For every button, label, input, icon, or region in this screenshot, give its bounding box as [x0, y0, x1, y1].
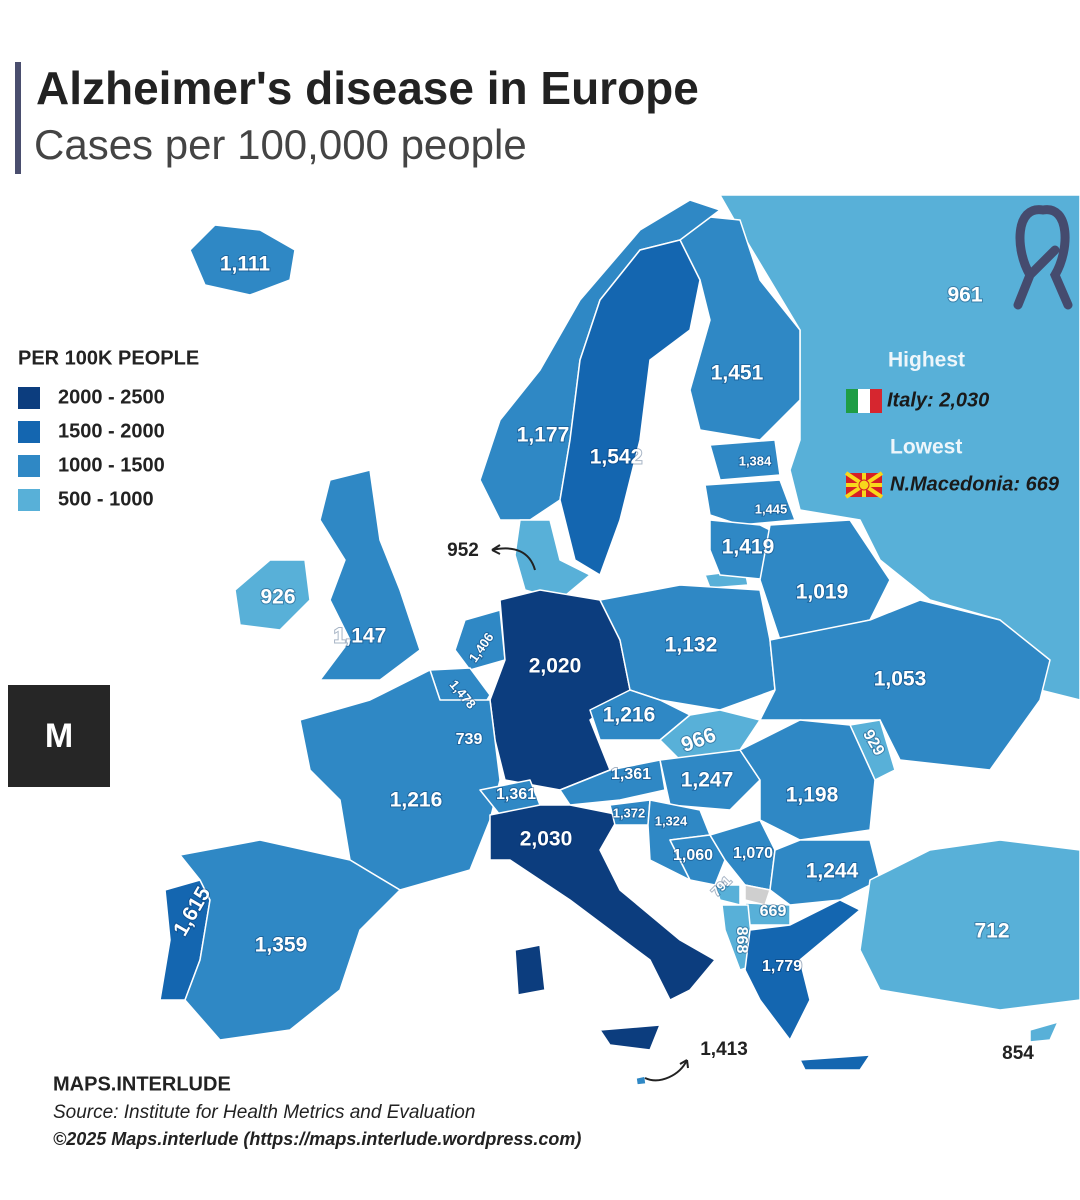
region-label: 1,413 — [700, 1039, 748, 1060]
lowest-label: N.Macedonia: 669 — [890, 473, 1060, 495]
region-label: 1,216 — [390, 789, 443, 812]
region-label: 1,070 — [733, 845, 773, 862]
legend-title: PER 100K PEOPLE — [18, 347, 199, 369]
region — [859, 839, 1080, 1011]
region — [319, 469, 421, 681]
legend: 2000 - 2500 1500 - 2000 1000 - 1500 500 - 1… — [18, 386, 165, 511]
footer-brand: MAPS.INTERLUDE — [53, 1073, 231, 1095]
legend-label: 1500 - 2000 — [58, 420, 165, 442]
region — [454, 609, 506, 671]
region — [489, 804, 716, 1001]
title-bar — [15, 62, 21, 174]
legend-label: 2000 - 2500 — [58, 386, 165, 408]
region-label: 868 — [733, 927, 750, 954]
arrow-head — [679, 1059, 689, 1069]
arrow-head — [491, 544, 501, 555]
region-label: 961 — [947, 284, 982, 307]
arrow — [644, 1059, 688, 1082]
region-label: 952 — [447, 540, 479, 561]
region — [599, 1024, 661, 1051]
region — [739, 719, 876, 841]
region-label: 1,177 — [517, 424, 570, 447]
region-label: 1,244 — [806, 860, 859, 883]
region — [189, 224, 296, 296]
region-label: 669 — [760, 903, 787, 920]
region-label: 1,216 — [603, 704, 656, 727]
region-label: 1,779 — [762, 958, 802, 975]
region-label: 926 — [260, 586, 295, 609]
region-label: 1,372 — [613, 805, 646, 820]
region — [1029, 1021, 1059, 1043]
region-label: 854 — [1002, 1043, 1034, 1064]
subtitle: Cases per 100,000 people — [34, 121, 527, 168]
region — [704, 479, 796, 526]
region-label: 1,445 — [755, 501, 788, 516]
region-label: 1,247 — [681, 769, 734, 792]
region-label: 1,451 — [711, 362, 764, 385]
region-label: 1,198 — [786, 784, 839, 807]
region-label: 1,359 — [255, 934, 308, 957]
logo-box — [8, 685, 110, 787]
footer-copyright: ©2025 Maps.interlude (https://maps.inter… — [53, 1129, 581, 1149]
ribbon-icon — [1013, 205, 1073, 310]
logo: M — [45, 717, 73, 755]
region — [744, 899, 861, 1041]
region — [769, 839, 881, 906]
region-label: 1,053 — [874, 668, 927, 691]
region — [669, 834, 726, 886]
legend-swatch — [18, 421, 40, 443]
region-label: 1,060 — [673, 847, 713, 864]
region — [179, 839, 401, 1041]
region-label: 1,542 — [590, 446, 643, 469]
highest-heading: Highest — [888, 349, 965, 372]
region — [234, 559, 311, 631]
region-label: 1,384 — [739, 453, 772, 468]
legend-swatch — [18, 489, 40, 511]
highest-label: Italy: 2,030 — [887, 389, 989, 411]
region-label: 1,361 — [496, 786, 536, 803]
regions — [159, 194, 1080, 1086]
footer-source: Source: Institute for Health Metrics and… — [53, 1102, 475, 1123]
region-label: 1,361 — [611, 766, 651, 783]
region-labels: 961 1,111 1,451 1,177 1,542 1,384 1,445 1,419 1,… — [168, 252, 1034, 1064]
region-label: 1,132 — [665, 634, 718, 657]
region-label: 2,020 — [529, 655, 582, 678]
region-label: 1,419 — [722, 536, 775, 559]
region-label: 1,019 — [796, 581, 849, 604]
region-label: 1,111 — [220, 253, 271, 276]
region — [659, 749, 761, 811]
legend-swatch — [18, 455, 40, 477]
region — [514, 944, 546, 996]
arrow — [491, 547, 536, 571]
legend-label: 1000 - 1500 — [58, 454, 165, 476]
region-label: 1,324 — [655, 813, 688, 828]
title: Alzheimer's disease in Europe — [36, 62, 699, 114]
region — [599, 584, 776, 711]
flag-macedonia — [844, 471, 884, 499]
region — [559, 239, 701, 576]
region — [635, 1075, 647, 1086]
legend-swatch — [18, 387, 40, 409]
region — [514, 519, 591, 601]
region-label: 2,030 — [520, 828, 573, 851]
region-label: 1,147 — [334, 625, 387, 648]
region — [799, 1054, 871, 1071]
region — [719, 194, 1080, 701]
flag-italy — [846, 389, 882, 413]
legend-label: 500 - 1000 — [58, 488, 154, 510]
region-label: 712 — [974, 920, 1009, 943]
lowest-heading: Lowest — [890, 436, 962, 459]
no-data-region — [744, 884, 771, 906]
region — [709, 439, 781, 481]
region-label: 739 — [456, 731, 483, 748]
